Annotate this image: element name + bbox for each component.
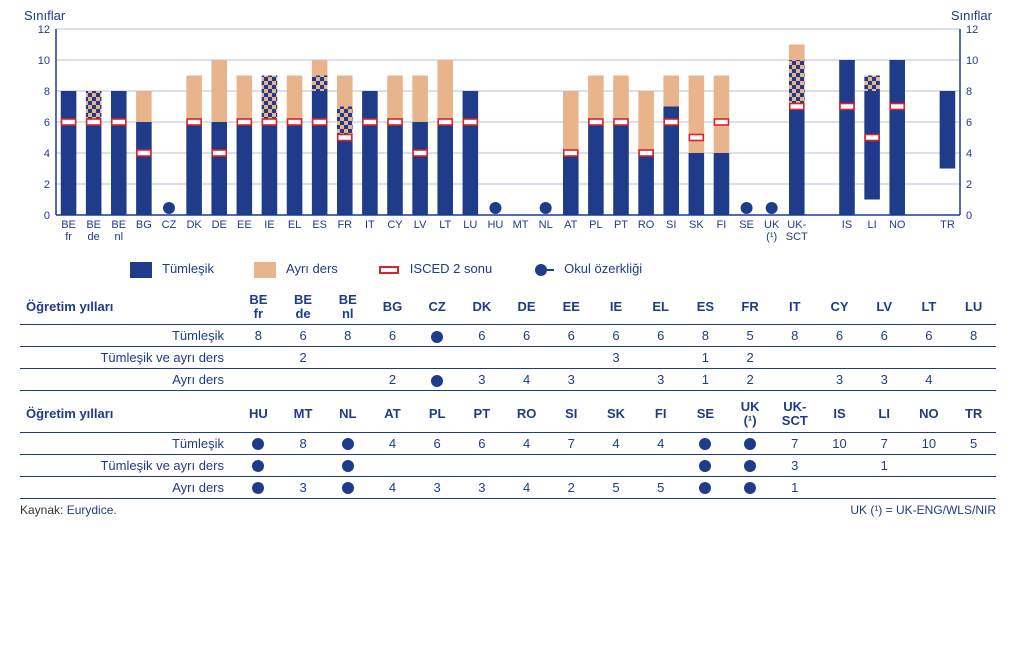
svg-text:CY: CY [387, 219, 403, 231]
svg-text:4: 4 [44, 148, 50, 160]
svg-text:BE: BE [61, 219, 76, 231]
svg-text:NL: NL [539, 219, 553, 231]
svg-text:SE: SE [739, 219, 754, 231]
svg-text:10: 10 [38, 55, 50, 67]
svg-text:6: 6 [966, 117, 972, 129]
svg-text:IE: IE [264, 219, 274, 231]
data-table-top: Öğretim yıllarıBEfrBEdeBEnlBGCZDKDEEEIEE… [20, 290, 996, 392]
data-table-bottom: Öğretim yıllarıHUMTNLATPLPTROSISKFISEUK(… [20, 397, 996, 499]
svg-text:IS: IS [842, 219, 852, 231]
svg-text:0: 0 [966, 210, 972, 222]
svg-text:FI: FI [717, 219, 727, 231]
legend-integrated: Tümleşik [130, 261, 214, 278]
legend-isced-marker: ISCED 2 sonu [378, 261, 492, 278]
svg-text:10: 10 [966, 55, 978, 67]
y-axis-title-left: Sınıflar [24, 8, 65, 23]
svg-text:UK-: UK- [787, 219, 806, 231]
svg-text:2: 2 [44, 179, 50, 191]
svg-text:LT: LT [439, 219, 451, 231]
svg-text:12: 12 [38, 25, 50, 36]
svg-text:de: de [88, 231, 100, 243]
footer: Kaynak: Eurydice. UK (¹) = UK-ENG/WLS/NI… [20, 499, 996, 517]
svg-text:LU: LU [463, 219, 477, 231]
svg-text:EE: EE [237, 219, 252, 231]
svg-text:2: 2 [966, 179, 972, 191]
svg-text:8: 8 [44, 86, 50, 98]
svg-text:CZ: CZ [162, 219, 177, 231]
bar-chart: 002244668810101212BEfrBEdeBEnlBGCZDKDEEE… [28, 25, 988, 255]
svg-text:8: 8 [966, 86, 972, 98]
svg-text:0: 0 [44, 210, 50, 222]
svg-text:LI: LI [868, 219, 877, 231]
svg-text:BE: BE [111, 219, 126, 231]
legend-separate: Ayrı ders [254, 261, 338, 278]
svg-text:SK: SK [689, 219, 704, 231]
legend: Tümleşik Ayrı ders ISCED 2 sonu Okul öze… [20, 255, 996, 290]
svg-text:UK: UK [764, 219, 780, 231]
svg-text:DE: DE [212, 219, 227, 231]
svg-text:6: 6 [44, 117, 50, 129]
svg-text:MT: MT [513, 219, 529, 231]
svg-text:nl: nl [114, 231, 123, 243]
svg-text:LV: LV [414, 219, 427, 231]
svg-text:IT: IT [365, 219, 375, 231]
svg-text:ES: ES [312, 219, 327, 231]
svg-text:PL: PL [589, 219, 602, 231]
svg-text:EL: EL [288, 219, 301, 231]
svg-text:FR: FR [337, 219, 352, 231]
svg-text:DK: DK [186, 219, 202, 231]
svg-text:HU: HU [487, 219, 503, 231]
svg-text:AT: AT [564, 219, 578, 231]
svg-text:NO: NO [889, 219, 906, 231]
svg-text:BE: BE [86, 219, 101, 231]
svg-text:TR: TR [940, 219, 955, 231]
legend-autonomy: Okul özerkliği [532, 261, 642, 278]
svg-text:4: 4 [966, 148, 972, 160]
svg-text:12: 12 [966, 25, 978, 36]
svg-text:BG: BG [136, 219, 152, 231]
svg-text:SCT: SCT [786, 231, 808, 243]
svg-text:RO: RO [638, 219, 655, 231]
svg-text:PT: PT [614, 219, 628, 231]
svg-text:SI: SI [666, 219, 676, 231]
svg-text:(¹): (¹) [766, 231, 777, 243]
svg-text:fr: fr [65, 231, 72, 243]
y-axis-title-right: Sınıflar [951, 8, 992, 23]
footnote: UK (¹) = UK-ENG/WLS/NIR [850, 503, 996, 517]
